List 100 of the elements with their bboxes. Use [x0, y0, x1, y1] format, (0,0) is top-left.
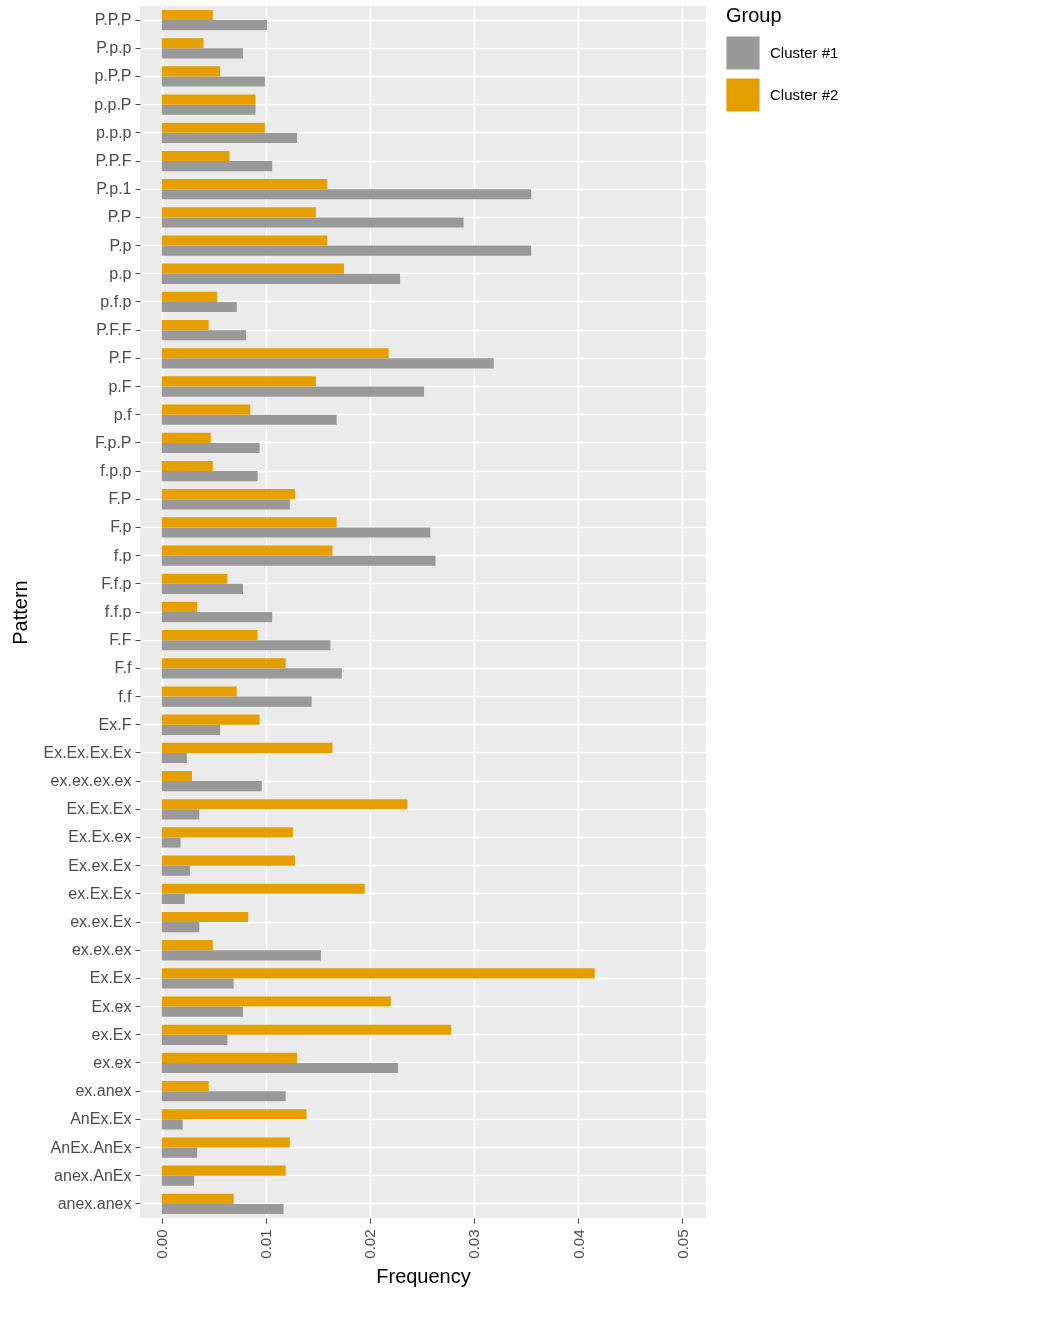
y-tick-label: anex.anex	[57, 1194, 132, 1212]
y-tick-label: Ex.F	[98, 715, 132, 733]
y-tick-label: F.P	[108, 490, 132, 508]
bar	[161, 358, 494, 369]
y-tick-label: Ex.Ex.Ex.Ex	[43, 743, 132, 761]
bar	[161, 799, 408, 810]
bar	[161, 968, 595, 979]
bar	[161, 1193, 234, 1204]
y-tick-label: F.p.P	[95, 433, 132, 451]
bar	[161, 555, 436, 566]
bar	[161, 273, 401, 284]
y-tick-label: ex.Ex.Ex	[68, 884, 132, 902]
y-tick-label: p.f.p	[100, 292, 132, 310]
y-axis-title: Pattern	[9, 580, 32, 645]
bar	[161, 996, 391, 1007]
x-tick-label: 0.00	[153, 1229, 171, 1259]
bar	[161, 837, 181, 848]
bar	[161, 386, 425, 397]
y-tick-label: p.P.P	[94, 67, 132, 85]
y-tick-label: ex.ex.Ex	[70, 913, 132, 931]
bar	[161, 499, 290, 510]
bar	[161, 235, 328, 246]
bar	[161, 189, 532, 200]
bar	[161, 630, 258, 641]
y-tick-label: AnEx.AnEx	[50, 1138, 132, 1156]
bar	[161, 573, 228, 584]
bar	[161, 770, 193, 782]
y-tick-label: P.F	[108, 349, 132, 367]
bar	[161, 1109, 307, 1120]
bar	[161, 179, 328, 190]
bar	[161, 950, 322, 961]
bar	[161, 1062, 399, 1074]
bar	[161, 1052, 298, 1063]
bar	[161, 460, 213, 472]
bar	[161, 161, 273, 172]
bar	[161, 1034, 228, 1045]
bar	[161, 714, 260, 725]
y-tick-label: P.P.P	[94, 11, 132, 29]
y-tick-label: P.p	[109, 236, 132, 254]
y-tick-label: ex.ex	[93, 1053, 132, 1071]
bar	[161, 686, 237, 697]
bar	[161, 432, 211, 443]
x-tick-label: 0.03	[465, 1229, 483, 1259]
bar	[161, 66, 221, 77]
x-tick-label: 0.01	[257, 1229, 275, 1259]
y-tick-label: F.F	[109, 631, 132, 649]
y-tick-label: p.p.P	[94, 95, 132, 113]
legend-label: Cluster #2	[770, 86, 839, 103]
bar	[161, 517, 337, 528]
y-tick-label: Ex.ex.Ex	[68, 856, 132, 874]
bar	[161, 1006, 243, 1017]
bar	[161, 978, 234, 989]
y-tick-label: ex.ex.ex.ex	[50, 772, 132, 790]
bar	[161, 940, 213, 951]
x-tick-label: 0.02	[361, 1229, 379, 1259]
bar	[161, 1119, 183, 1130]
y-tick-label: f.p	[113, 546, 132, 564]
bar	[161, 376, 316, 387]
bar	[161, 658, 286, 669]
bar	[161, 583, 243, 594]
bar	[161, 9, 213, 21]
bar	[161, 38, 204, 49]
bar	[161, 724, 221, 735]
bar	[161, 781, 262, 792]
bar	[161, 348, 389, 359]
bar	[161, 601, 198, 612]
legend-title: Group	[726, 4, 782, 26]
bar	[161, 865, 190, 876]
bar	[161, 1081, 209, 1092]
bar	[161, 442, 260, 454]
bar	[161, 827, 293, 838]
bar	[161, 291, 217, 302]
y-tick-label: P.p.p	[96, 39, 132, 57]
y-tick-label: F.f	[114, 659, 133, 677]
bar	[161, 809, 200, 820]
y-tick-label: Ex.Ex.Ex	[66, 800, 132, 818]
y-tick-label: F.f.p	[101, 574, 132, 592]
bar	[161, 1091, 286, 1102]
y-tick-label: Ex.ex	[91, 997, 132, 1015]
bar	[161, 76, 265, 87]
y-tick-label: ex.ex.ex	[71, 941, 132, 959]
bar	[161, 404, 251, 415]
bar	[161, 1165, 286, 1176]
y-tick-label: anex.AnEx	[54, 1166, 132, 1184]
y-tick-label: Ex.Ex.ex	[68, 828, 132, 846]
bar	[161, 527, 431, 538]
y-tick-label: p.f	[113, 405, 133, 423]
bar	[161, 104, 256, 115]
bar	[161, 217, 464, 228]
y-tick-label: p.p	[109, 264, 132, 282]
bar	[161, 742, 333, 753]
bar	[161, 855, 296, 866]
bar	[161, 1137, 290, 1148]
y-tick-label: p.p.p	[95, 123, 132, 141]
bar	[161, 545, 333, 556]
bar	[161, 94, 256, 105]
bar	[161, 319, 209, 331]
y-tick-label: P.P.F	[95, 152, 132, 170]
bar	[161, 207, 316, 218]
y-tick-label: p.F	[108, 377, 132, 395]
